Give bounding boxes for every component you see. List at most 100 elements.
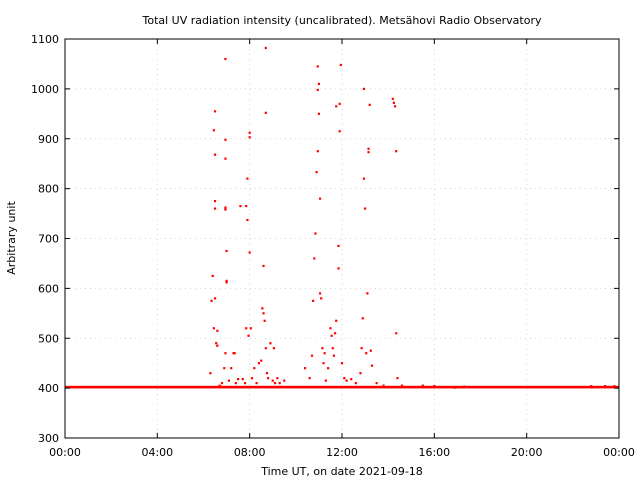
data-point: [212, 327, 215, 330]
y-tick-label: 1100: [31, 33, 59, 46]
data-point: [239, 204, 242, 208]
y-tick-label: 300: [38, 432, 59, 445]
data-point: [313, 257, 316, 260]
data-point: [318, 197, 322, 200]
data-point: [220, 382, 224, 385]
grid-lines: [65, 39, 619, 438]
x-tick-label: 08:00: [234, 446, 266, 459]
y-tick-label: 700: [38, 233, 59, 246]
x-tick-label: 00:00: [603, 446, 635, 459]
data-point: [227, 379, 230, 382]
data-point: [359, 372, 362, 375]
data-point: [335, 319, 338, 322]
data-point: [216, 329, 219, 332]
x-tick-label: 12:00: [326, 446, 358, 459]
data-point: [433, 385, 436, 388]
data-point: [454, 386, 457, 389]
data-point: [213, 199, 217, 203]
data-point: [343, 377, 346, 380]
data-point: [234, 382, 237, 385]
data-point: [216, 344, 219, 347]
data-point: [339, 63, 342, 67]
data-point: [331, 347, 334, 350]
data-point: [318, 292, 322, 295]
data-point: [213, 207, 217, 210]
data-point: [337, 267, 340, 270]
data-point: [362, 87, 366, 90]
data-point: [382, 384, 385, 387]
data-point: [370, 364, 374, 367]
data-point: [367, 147, 370, 150]
data-point: [224, 206, 227, 209]
data-point: [269, 342, 272, 345]
data-point: [261, 307, 264, 310]
data-point: [340, 362, 344, 365]
data-point: [212, 129, 215, 132]
data-point: [332, 354, 336, 357]
data-point: [241, 378, 244, 381]
data-point: [329, 327, 332, 330]
data-point: [367, 151, 370, 154]
x-tick-label: 00:00: [49, 446, 81, 459]
data-point: [604, 385, 607, 388]
data-point: [233, 352, 236, 355]
data-point: [243, 382, 247, 385]
data-point: [362, 177, 366, 180]
data-point: [225, 281, 228, 284]
data-point: [249, 327, 252, 330]
baseline-points: [65, 385, 619, 389]
data-point: [218, 384, 221, 387]
data-point: [264, 347, 267, 350]
data-point: [303, 367, 307, 370]
data-point: [263, 319, 266, 322]
data-point: [345, 379, 348, 382]
data-point: [391, 97, 394, 100]
y-tick-label: 600: [38, 282, 59, 295]
data-point: [246, 218, 249, 222]
data-point: [248, 251, 251, 254]
y-tick-label: 400: [38, 382, 59, 395]
data-point: [613, 385, 616, 388]
data-point: [245, 327, 248, 330]
data-point: [315, 171, 318, 174]
data-point: [363, 207, 367, 210]
data-point: [316, 88, 319, 91]
x-tick-label: 04:00: [141, 446, 173, 459]
data-point: [224, 157, 227, 160]
data-point: [396, 377, 399, 380]
data-point: [314, 232, 317, 235]
x-tick-label: 16:00: [418, 446, 450, 459]
data-point: [223, 367, 226, 370]
data-point: [276, 377, 279, 380]
data-point: [335, 105, 338, 108]
x-tick-labels: 00:00 04:00 08:00 12:00 16:00 20:00 00:00: [49, 446, 635, 459]
data-point: [264, 111, 267, 114]
data-point: [365, 352, 368, 355]
data-point: [375, 382, 378, 385]
data-point: [225, 249, 228, 253]
data-point: [225, 279, 228, 282]
data-point: [246, 177, 249, 180]
data-points: [65, 46, 619, 389]
data-point: [395, 150, 398, 153]
data-point: [361, 317, 364, 320]
data-point: [421, 384, 424, 387]
data-point: [255, 382, 258, 385]
data-point: [324, 379, 327, 382]
data-point: [230, 367, 233, 370]
data-point: [330, 334, 333, 337]
y-tick-label: 900: [38, 133, 59, 146]
data-point: [338, 130, 341, 133]
data-point: [590, 385, 593, 388]
data-point: [271, 379, 274, 382]
data-point: [278, 382, 281, 385]
data-point: [308, 377, 311, 380]
y-tick-label: 1000: [31, 83, 59, 96]
data-point: [272, 347, 276, 350]
y-tick-label: 500: [38, 332, 59, 345]
data-point: [224, 352, 227, 355]
data-point: [247, 334, 250, 337]
y-axis-title: Arbitrary unit: [5, 201, 18, 275]
data-point: [369, 349, 372, 352]
